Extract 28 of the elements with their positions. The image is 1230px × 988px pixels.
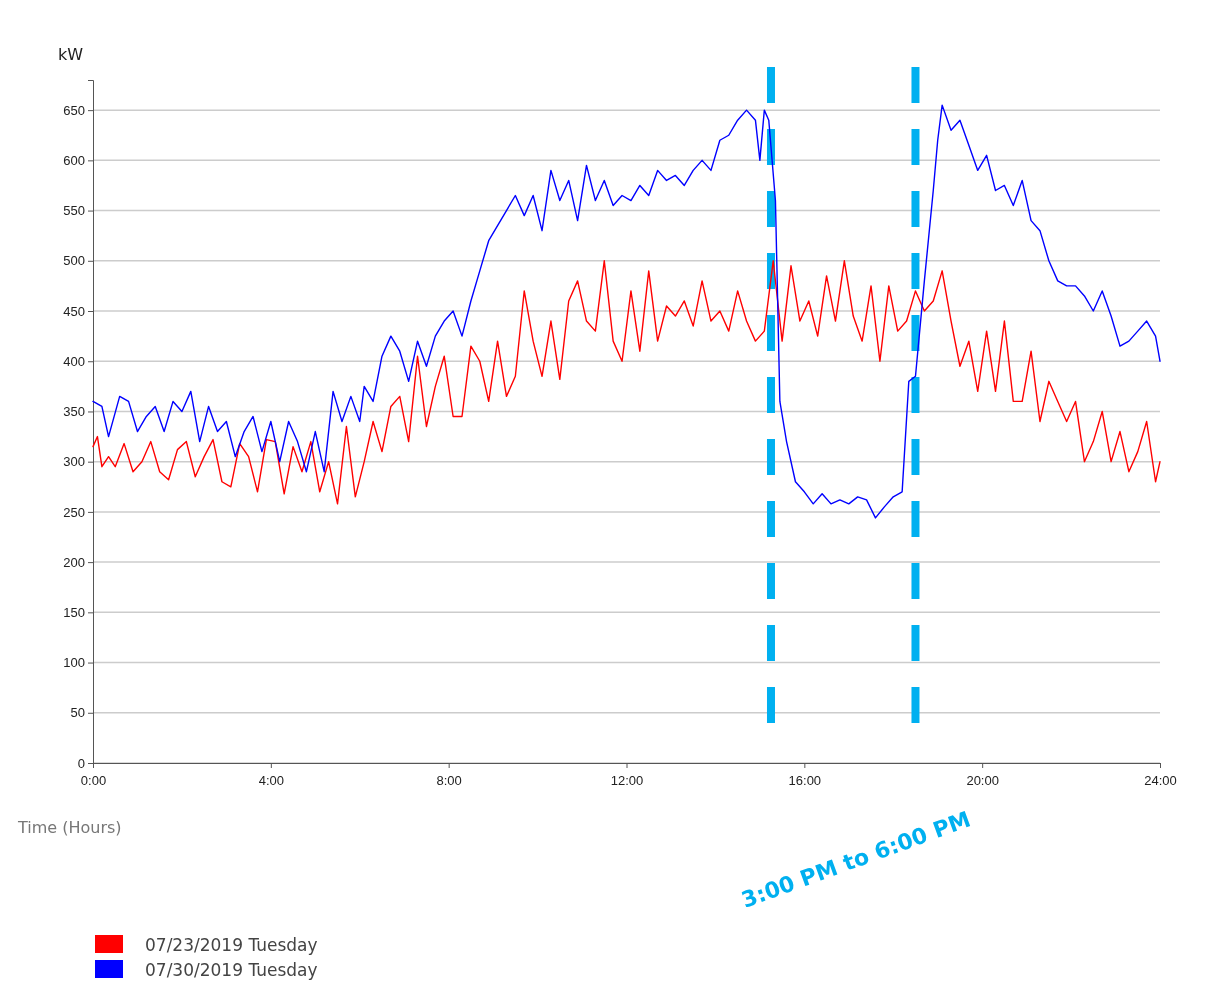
x-tick-label: 16:00 bbox=[788, 773, 822, 789]
x-tick-label: 8:00 bbox=[436, 773, 462, 789]
x-tick-label: 24:00 bbox=[1144, 773, 1177, 789]
y-axis-title: kW bbox=[58, 45, 84, 64]
line-series bbox=[92, 260, 1161, 505]
y-tick-label: 150 bbox=[63, 605, 85, 620]
y-tick-label: 300 bbox=[63, 454, 85, 470]
y-tick-label: 650 bbox=[63, 102, 85, 118]
y-tick-label: 0 bbox=[77, 755, 85, 771]
text: 3:00 PM to 6:00 PM bbox=[738, 806, 974, 913]
legend-label: 07/30/2019 Tuesday bbox=[145, 960, 318, 980]
y-tick-label: 500 bbox=[63, 253, 85, 269]
y-tick-label: 250 bbox=[63, 504, 85, 520]
x-tick-label: 4:00 bbox=[258, 773, 284, 789]
x-axis-title: Time (Hours) bbox=[17, 818, 122, 837]
x-tick-label: 12:00 bbox=[610, 773, 644, 789]
legend-label: 07/23/2019 Tuesday bbox=[145, 935, 318, 955]
y-tick-label: 600 bbox=[63, 153, 85, 169]
line-series bbox=[92, 104, 1161, 519]
y-tick-label: 200 bbox=[63, 554, 85, 570]
x-tick-label: 20:00 bbox=[966, 773, 999, 789]
y-tick-label: 550 bbox=[63, 203, 85, 219]
y-tick-label: 450 bbox=[63, 303, 85, 319]
y-tick-label: 100 bbox=[63, 655, 85, 671]
y-tick-label: 350 bbox=[63, 404, 85, 420]
y-tick-label: 400 bbox=[63, 353, 85, 369]
y-tick-label: 50 bbox=[70, 705, 85, 721]
x-tick-label: 0:00 bbox=[80, 773, 107, 789]
